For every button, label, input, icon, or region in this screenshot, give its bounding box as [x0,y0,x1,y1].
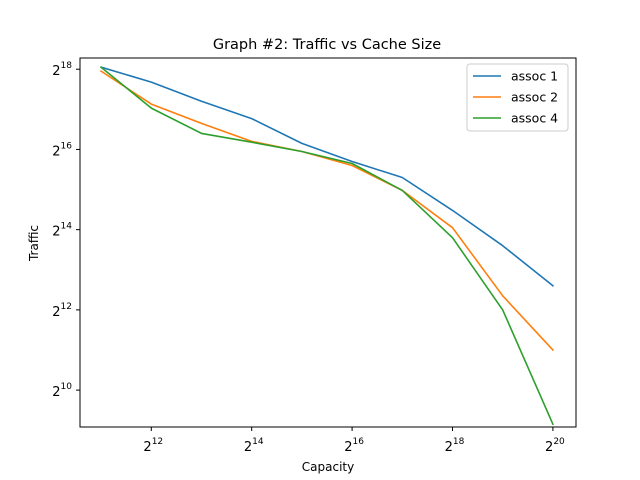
x-tick-label: 214 [244,437,264,455]
plot-area-frame [79,57,577,428]
y-axis-label: Traffic [27,225,41,262]
y-tick-label: 212 [52,302,72,320]
legend-label: assoc 4 [511,111,558,126]
chart-title: Graph #2: Traffic vs Cache Size [213,37,441,53]
legend-label: assoc 1 [511,69,558,84]
x-tick-label: 218 [445,437,465,455]
x-tick-label: 216 [344,437,364,455]
legend-box [466,63,569,132]
x-axis-ticks: 212 214 216 218 220 [143,427,565,455]
y-tick-label: 216 [52,141,72,159]
y-tick-label: 210 [52,382,72,400]
legend: assoc 1 assoc 2 assoc 4 [466,63,569,132]
y-tick-label: 214 [52,222,72,240]
x-tick-label: 212 [143,437,163,455]
series-line-assoc-2 [99,70,555,352]
y-tick-label: 218 [52,61,72,79]
legend-label: assoc 2 [511,90,558,105]
x-tick-label: 220 [545,437,565,455]
series-layer [99,66,555,426]
series-line-assoc-4 [99,66,554,426]
legend-items: assoc 1 assoc 2 assoc 4 [473,69,558,126]
y-axis-ticks: 210 212 214 216 218 [52,61,80,400]
x-axis-label: Capacity [302,460,354,474]
series-line-assoc-1 [100,66,555,287]
